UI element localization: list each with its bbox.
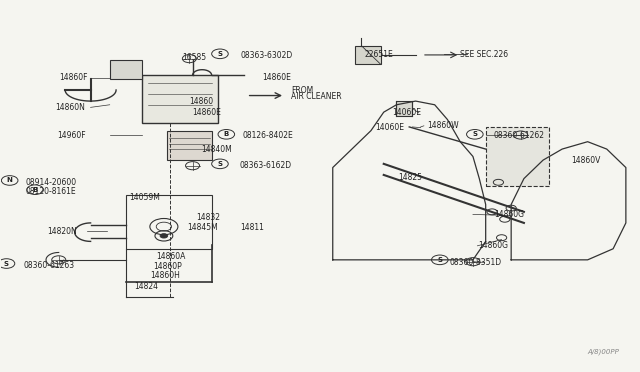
Text: 22651E: 22651E [365, 51, 394, 60]
Text: A/8)00PP: A/8)00PP [588, 349, 620, 355]
Text: S: S [218, 51, 223, 57]
Text: 16585: 16585 [182, 53, 206, 62]
Text: 08360-61262: 08360-61262 [494, 131, 545, 140]
Text: 14860E: 14860E [193, 108, 221, 118]
Text: S: S [472, 131, 477, 137]
Text: 14824: 14824 [134, 282, 158, 291]
Text: 08126-8402E: 08126-8402E [243, 131, 293, 140]
Text: 14860V: 14860V [572, 156, 601, 166]
Text: 14845M: 14845M [188, 223, 218, 232]
Text: 14825: 14825 [397, 173, 422, 182]
Text: 08360-61263: 08360-61263 [24, 261, 75, 270]
Text: S: S [437, 257, 442, 263]
FancyBboxPatch shape [167, 131, 212, 160]
Text: 14860H: 14860H [150, 271, 180, 280]
Text: 08363-6302D: 08363-6302D [241, 51, 292, 60]
Text: 14860N: 14860N [56, 103, 85, 112]
Text: FROM: FROM [291, 86, 314, 94]
Text: 14840M: 14840M [201, 145, 232, 154]
FancyBboxPatch shape [355, 46, 381, 64]
Text: 14860E: 14860E [262, 73, 292, 82]
Text: 14860G: 14860G [494, 210, 524, 219]
Circle shape [160, 234, 168, 238]
FancyBboxPatch shape [396, 101, 412, 116]
Text: 14860A: 14860A [156, 252, 186, 262]
Text: B: B [224, 131, 229, 137]
FancyBboxPatch shape [109, 61, 141, 79]
Text: AIR CLEANER: AIR CLEANER [291, 92, 342, 101]
Text: N: N [7, 177, 13, 183]
Text: 14860F: 14860F [59, 73, 87, 82]
Text: SEE SEC.226: SEE SEC.226 [460, 50, 508, 59]
FancyBboxPatch shape [141, 75, 218, 123]
Text: S: S [4, 260, 9, 266]
Text: 14832: 14832 [196, 213, 220, 222]
Text: 14860: 14860 [189, 97, 214, 106]
Text: B: B [33, 187, 38, 193]
Text: 14860G: 14860G [478, 241, 508, 250]
Text: 14820N: 14820N [47, 227, 77, 235]
Text: 14059M: 14059M [129, 193, 160, 202]
Text: S: S [218, 161, 223, 167]
Text: 14811: 14811 [241, 223, 264, 232]
Text: 14060E: 14060E [376, 123, 404, 132]
Text: 08360-8351D: 08360-8351D [449, 258, 502, 267]
Text: 14060E: 14060E [393, 108, 422, 118]
Text: 14860W: 14860W [427, 121, 459, 130]
Text: 14960F: 14960F [58, 131, 86, 140]
FancyBboxPatch shape [486, 127, 549, 186]
Text: 14860P: 14860P [153, 262, 182, 270]
Text: 08363-6162D: 08363-6162D [239, 161, 291, 170]
Text: 08120-8161E: 08120-8161E [26, 187, 76, 196]
Text: 08914-20600: 08914-20600 [26, 178, 77, 187]
